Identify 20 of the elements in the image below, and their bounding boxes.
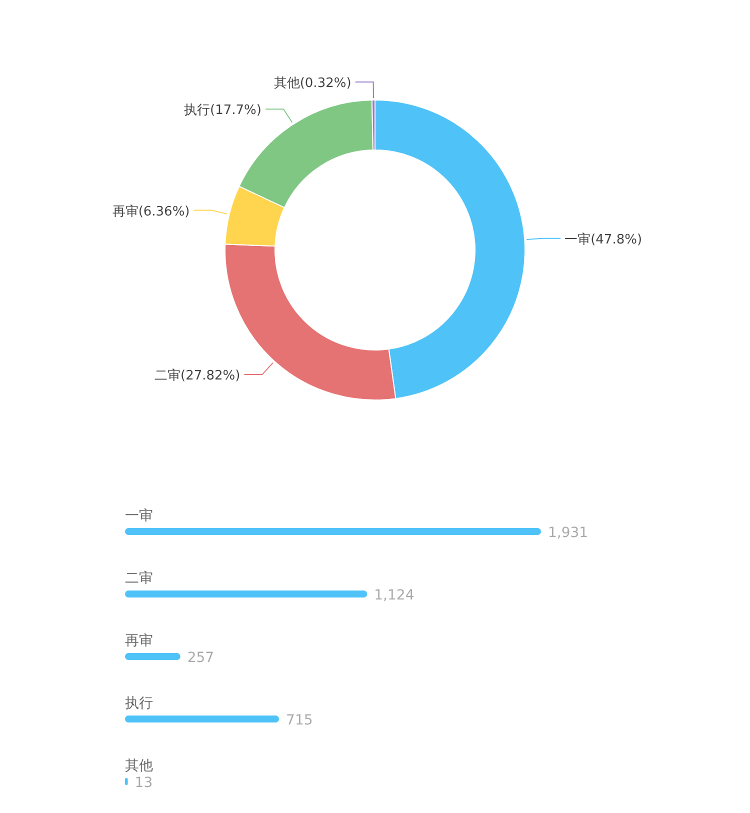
data-label: (17.7%) <box>210 103 262 118</box>
slice-label: 再审 <box>112 203 138 220</box>
data-label: 715 <box>286 712 313 728</box>
data-label: 1,931 <box>548 525 588 541</box>
data-label: 1,124 <box>374 588 414 604</box>
y-tick-label: 执行 <box>125 696 153 712</box>
slice-label: 一审 <box>564 231 591 248</box>
data-label: (27.82%) <box>180 368 240 384</box>
data-label: 257 <box>187 650 214 666</box>
slice-label: 二审 <box>154 368 181 384</box>
data-label: (47.8%) <box>590 232 642 248</box>
data-label: (6.36%) <box>138 204 190 220</box>
y-tick-label: 一审 <box>125 508 153 524</box>
slice-label: 执行 <box>184 103 210 118</box>
slice-label: 其他 <box>274 76 300 92</box>
y-tick-label: 再审 <box>125 633 153 649</box>
data-label: 13 <box>134 775 153 791</box>
y-tick-label: 其他 <box>125 758 153 774</box>
data-label: (0.32%) <box>300 76 352 92</box>
y-tick-label: 二审 <box>125 570 153 586</box>
